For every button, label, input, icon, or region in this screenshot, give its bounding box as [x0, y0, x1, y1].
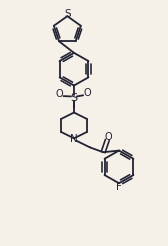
Text: S: S: [65, 9, 72, 19]
Text: O: O: [83, 88, 91, 98]
Text: F: F: [116, 182, 122, 192]
Text: O: O: [104, 132, 112, 142]
Text: O: O: [55, 89, 63, 99]
Text: S: S: [70, 93, 78, 103]
Text: N: N: [70, 134, 78, 144]
